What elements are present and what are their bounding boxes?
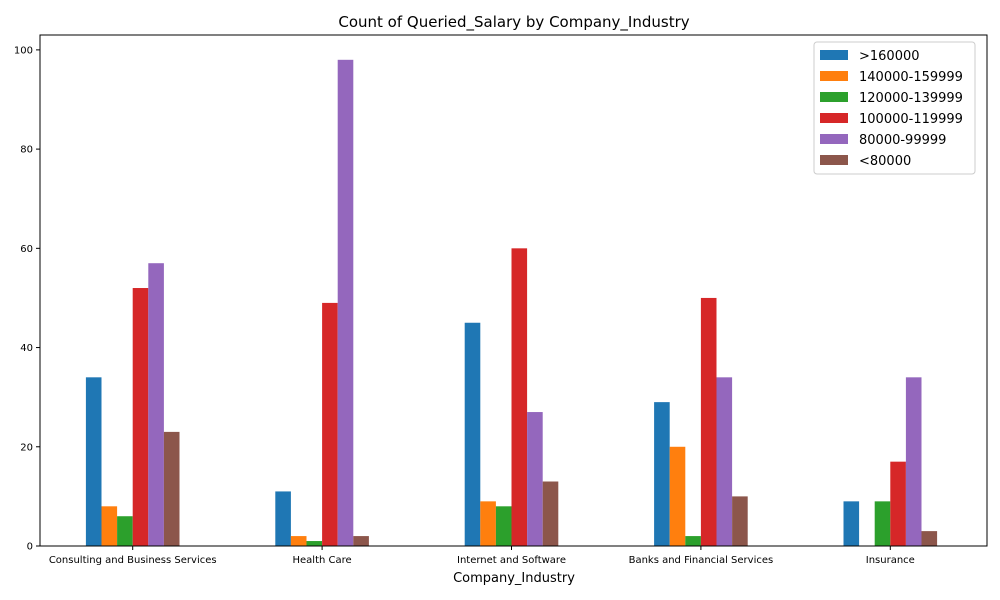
- axes-frame: [39, 34, 988, 547]
- bar: [527, 412, 543, 546]
- bar: [843, 501, 860, 546]
- legend-label: 100000-119999: [859, 112, 963, 127]
- plot-area: 0 20 40 60 80 100 Consulting and Business Serv…: [14, 34, 988, 566]
- legend-label: >160000: [859, 49, 920, 64]
- legend-swatch: [820, 134, 848, 144]
- bar: [148, 263, 164, 546]
- series-0: [85, 322, 860, 546]
- y-tick-label: 40: [20, 343, 33, 354]
- bar: [874, 501, 891, 546]
- x-tick-label: Consulting and Business Services: [49, 555, 217, 566]
- bar: [542, 481, 559, 546]
- bar: [685, 536, 701, 546]
- x-tick-label: Internet and Software: [457, 555, 566, 566]
- series-2: [117, 501, 891, 546]
- bar: [353, 536, 369, 546]
- bar: [132, 288, 149, 546]
- y-tick-label: 100: [14, 45, 33, 56]
- bar: [921, 531, 938, 546]
- legend-swatch: [820, 92, 848, 102]
- y-tick-label: 80: [20, 145, 33, 156]
- y-tick-label: 20: [20, 442, 33, 453]
- bar: [905, 377, 922, 546]
- bar: [322, 302, 338, 546]
- series-1: [101, 446, 686, 546]
- legend-swatch: [820, 50, 848, 60]
- legend-swatch: [820, 71, 848, 81]
- bar: [337, 59, 354, 547]
- x-tick-label: Insurance: [866, 555, 915, 566]
- legend: >160000 140000-159999 120000-139999 100000-…: [813, 41, 976, 175]
- bar: [890, 461, 906, 546]
- x-tick-label: Health Care: [293, 555, 352, 566]
- series-3: [132, 248, 906, 546]
- bar: [275, 491, 291, 546]
- legend-swatch: [820, 113, 848, 123]
- bar: [163, 431, 180, 546]
- bar: [101, 506, 118, 546]
- series-4: [148, 59, 922, 547]
- legend-label: 120000-139999: [859, 91, 963, 106]
- chart-title: Count of Queried_Salary by Company_Indus…: [338, 13, 689, 32]
- bar: [669, 446, 686, 546]
- bar: [117, 516, 133, 546]
- legend-swatch: [820, 155, 848, 165]
- bar: [290, 536, 307, 546]
- bar: [495, 506, 512, 546]
- legend-label: <80000: [859, 154, 911, 169]
- bar: [732, 496, 748, 546]
- y-tick-label: 0: [27, 542, 33, 553]
- bar: [85, 377, 102, 546]
- bar: [700, 297, 717, 546]
- series-5: [163, 431, 938, 546]
- bar: [716, 377, 733, 546]
- bar: [511, 248, 528, 546]
- bar: [464, 322, 481, 546]
- legend-label: 80000-99999: [859, 133, 946, 148]
- x-tick-label: Banks and Financial Services: [629, 555, 774, 566]
- x-axis-label: Company_Industry: [453, 571, 575, 586]
- bar: [654, 402, 670, 546]
- bar: [480, 501, 496, 546]
- legend-box: [813, 41, 976, 175]
- bar: [306, 541, 323, 546]
- y-tick-label: 60: [20, 244, 33, 255]
- legend-label: 140000-159999: [859, 70, 963, 85]
